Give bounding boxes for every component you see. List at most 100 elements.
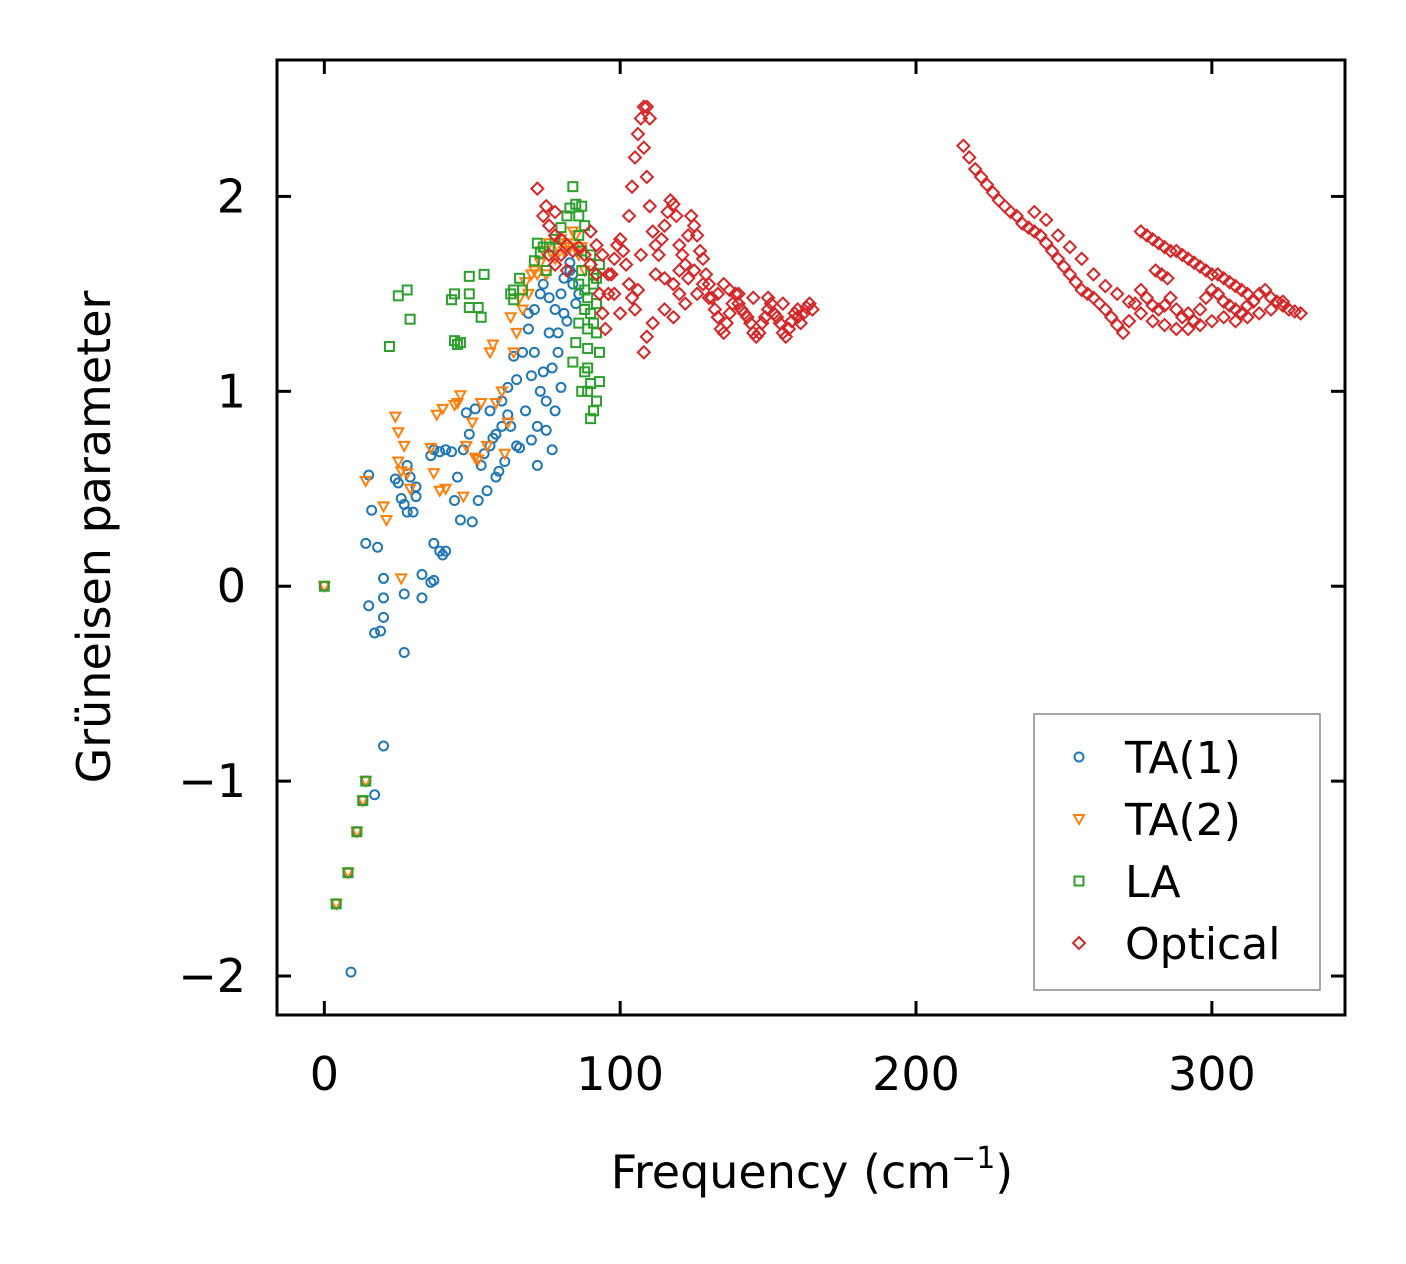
data-point (463, 302, 475, 314)
data-point (775, 296, 791, 312)
data-point (760, 290, 776, 306)
data-point (468, 452, 482, 465)
x-tick-label: 0 (310, 1047, 339, 1101)
data-point (1222, 298, 1238, 313)
data-point (1133, 282, 1149, 298)
data-point (567, 356, 579, 368)
series-optical (529, 99, 1309, 360)
data-point (615, 243, 631, 259)
data-point (593, 259, 605, 271)
data-point (802, 296, 817, 312)
data-point (1204, 313, 1220, 329)
data-point (440, 545, 452, 557)
data-point (427, 468, 441, 481)
data-point (440, 444, 452, 456)
data-point (582, 385, 594, 397)
data-point (451, 339, 463, 351)
data-point (1251, 286, 1267, 302)
data-point (1163, 243, 1178, 259)
data-point (515, 304, 530, 317)
data-point (600, 266, 616, 282)
data-point (582, 342, 594, 354)
data-point (577, 247, 593, 263)
data-point (495, 386, 509, 399)
data-point (704, 290, 720, 306)
data-point (537, 278, 549, 290)
data-point (383, 341, 395, 352)
data-point (1251, 305, 1267, 321)
data-point (506, 347, 521, 360)
data-point (463, 288, 475, 300)
data-point (392, 477, 404, 489)
data-point (391, 427, 405, 440)
data-point (1239, 286, 1255, 302)
data-point (739, 309, 755, 325)
data-point (600, 286, 616, 302)
data-point (543, 292, 555, 304)
data-point (533, 257, 548, 270)
data-point (490, 428, 502, 440)
y-tick-label: −1 (178, 754, 246, 808)
data-point (979, 177, 995, 193)
axis-ticks: 0 100 200 300 −2 −1 0 1 2 (178, 60, 1345, 1101)
data-point (528, 255, 540, 267)
data-point (1239, 309, 1255, 325)
data-point (657, 302, 672, 317)
data-point (636, 99, 652, 115)
data-point (416, 569, 428, 581)
data-point (1192, 317, 1208, 333)
data-point (449, 288, 461, 300)
data-point (1056, 259, 1072, 275)
data-point (528, 346, 540, 358)
data-point (769, 309, 785, 325)
data-point (639, 329, 655, 345)
data-point (460, 407, 472, 419)
x-axis-label-sup: −1 (951, 1141, 995, 1176)
data-point (570, 198, 582, 210)
data-point (549, 303, 561, 315)
legend-entry: LA (1073, 857, 1181, 908)
data-point (1234, 282, 1249, 298)
data-point (1174, 247, 1190, 263)
data-point (1157, 317, 1172, 333)
data-point (612, 231, 628, 247)
data-point (731, 286, 746, 302)
data-point (642, 198, 658, 214)
data-point (585, 413, 597, 425)
data-point (1168, 243, 1184, 259)
data-point (504, 312, 518, 325)
data-point (695, 276, 711, 292)
data-point (1293, 305, 1309, 321)
data-point (514, 442, 526, 454)
data-point (472, 302, 484, 314)
data-point (1163, 290, 1178, 306)
data-point (424, 442, 438, 455)
data-point (1151, 302, 1167, 317)
data-point (540, 395, 552, 407)
data-point (459, 440, 474, 453)
data-point (1245, 294, 1261, 310)
data-point (543, 241, 555, 253)
data-point (624, 290, 640, 306)
data-point (472, 494, 484, 506)
data-point (403, 483, 417, 496)
data-point (1287, 304, 1303, 319)
data-point (793, 315, 809, 331)
data-point (511, 374, 523, 386)
data-point (378, 611, 390, 623)
data-point (546, 444, 558, 456)
data-point (391, 456, 405, 469)
data-point (790, 302, 806, 317)
data-point (686, 263, 702, 278)
y-tick-label: 1 (217, 364, 246, 418)
data-point (666, 196, 681, 212)
data-point (534, 288, 546, 300)
data-point (388, 411, 403, 424)
data-point (392, 290, 404, 302)
data-point (558, 307, 570, 319)
data-point (1133, 224, 1149, 239)
data-point (716, 325, 732, 341)
data-point (1204, 282, 1220, 298)
data-point (540, 264, 552, 276)
data-point (1097, 302, 1113, 317)
